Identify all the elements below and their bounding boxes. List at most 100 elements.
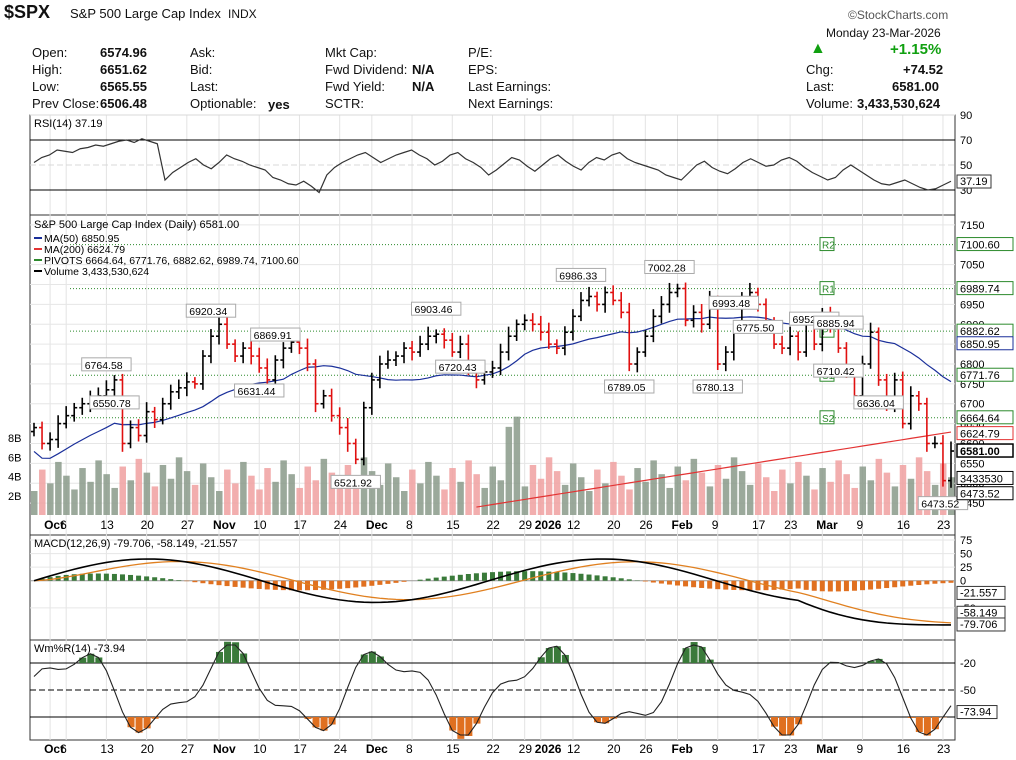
volume-bar: [489, 466, 496, 515]
volume-bar: [618, 475, 625, 515]
x-axis-label: 15: [446, 518, 460, 532]
price-box: [956, 443, 1014, 458]
price-box: [956, 486, 1014, 501]
volume-bar: [819, 468, 826, 515]
volume-bar: [722, 478, 730, 515]
volume-value: 3,433,530,624: [857, 96, 941, 111]
price-annotation: 6869.91: [254, 330, 292, 342]
x-axis-label-bottom: Oct: [44, 742, 64, 756]
x-axis-label: 23: [784, 518, 798, 532]
price-box: [956, 336, 1014, 351]
price-annotation: 6521.92: [334, 477, 372, 489]
volume-bar: [553, 471, 561, 515]
macd-histogram-bar: [345, 580, 351, 589]
volume-bar: [594, 469, 601, 515]
chart-header: $SPX S&P 500 Large Cap Index INDX ©Stock…: [0, 0, 1016, 115]
rsi-tick-label: 90: [960, 110, 972, 122]
price-annotation-box: [555, 267, 607, 282]
wmr-tick-label: -20: [960, 658, 976, 670]
wmr-oversold-fill: [787, 717, 795, 736]
x-axis-label-bottom: 22: [487, 742, 501, 756]
macd-histogram-bar: [377, 580, 383, 585]
price-box: [956, 410, 1014, 425]
fwd-dividend-value: N/A: [412, 62, 435, 77]
macd-histogram-bar: [264, 580, 270, 590]
price-annotation-box: [330, 474, 381, 489]
x-axis-label-bottom: 23: [937, 742, 951, 756]
volume-bar: [119, 466, 126, 515]
macd-histogram-bar: [884, 580, 890, 589]
wmr-overbought-fill: [698, 646, 706, 663]
macd-histogram-bar: [136, 575, 142, 581]
macd-histogram-bar: [449, 575, 455, 581]
wmr-oversold-fill: [923, 717, 931, 736]
volume-bar: [352, 478, 360, 515]
volume-bar: [875, 458, 883, 515]
macd-histogram-bar: [288, 580, 294, 591]
price-annotation: 6993.48: [712, 298, 750, 310]
wmr-overbought-fill: [553, 646, 561, 663]
volume-bar: [626, 489, 633, 515]
macd-histogram-bar: [224, 580, 230, 587]
quote-date: Monday 23-Mar-2026: [826, 26, 941, 40]
prev-close-label: Prev Close:: [32, 96, 100, 111]
volume-bar: [738, 471, 746, 515]
macd-histogram-bar: [522, 571, 528, 581]
macd-histogram-bar: [71, 574, 77, 581]
macd-histogram-bar: [144, 576, 150, 581]
wmr-overbought-fill: [232, 642, 240, 663]
macd-histogram-bar: [578, 573, 584, 581]
x-axis-label-bottom: 17: [752, 742, 766, 756]
optionable-label: Optionable:: [190, 96, 257, 111]
volume-bar: [867, 480, 875, 515]
price-box-label: 6664.64: [960, 413, 1000, 425]
price-box: [956, 237, 1014, 252]
volume-bar: [159, 464, 167, 515]
macd-label: MACD(12,26,9) -79.706, -58.149, -21.557: [34, 538, 238, 550]
next-earnings-label: Next Earnings:: [468, 96, 554, 111]
macd-histogram-bar: [433, 577, 439, 581]
macd-tick-label: 75: [960, 535, 972, 547]
macd-histogram-bar: [498, 571, 504, 581]
volume-bar: [232, 483, 239, 515]
volume-bar: [658, 474, 665, 515]
price-box: [956, 426, 1014, 441]
price-annotation: 6789.05: [608, 382, 646, 394]
volume-bar: [264, 468, 271, 515]
price-tick-label: 6750: [960, 379, 984, 391]
wmr-oversold-fill: [907, 717, 915, 718]
volume-bar: [714, 464, 722, 515]
macd-histogram-bar: [691, 580, 697, 588]
volume-bar: [497, 480, 505, 515]
volume-bar: [304, 466, 311, 515]
pivot-tag-box: [819, 410, 835, 425]
volume-bar: [948, 477, 955, 515]
volume-bar: [545, 457, 553, 515]
rsi-line: [33, 138, 952, 194]
macd-histogram-bar: [642, 580, 648, 582]
ask-label: Ask:: [190, 45, 216, 60]
macd-histogram-bar: [739, 580, 745, 591]
macd-histogram-bar: [650, 580, 656, 583]
x-axis-label-bottom: 27: [181, 742, 195, 756]
price-annotation-box: [917, 496, 969, 511]
volume-bar: [280, 460, 287, 515]
pivot-tag: P: [822, 327, 829, 338]
macd-histogram-bar: [385, 580, 391, 584]
wmr-label: Wm%R(14) -73.94: [34, 643, 125, 655]
x-axis-label: 20: [141, 518, 155, 532]
macd-tick-label: 0: [960, 576, 966, 588]
wmr-overbought-fill: [690, 642, 698, 663]
volume-bar: [859, 466, 867, 515]
macd-histogram-bar: [747, 580, 753, 591]
volume-tick-label: 8B: [8, 433, 21, 445]
macd-histogram-bar: [570, 573, 576, 581]
wmr-overbought-fill: [682, 648, 690, 663]
price-box-label: 6850.95: [960, 339, 1000, 351]
volume-bar: [207, 477, 215, 515]
price-annotation-box: [813, 315, 864, 330]
volume-bar: [521, 486, 529, 515]
volume-bar: [392, 477, 400, 515]
macd-histogram-bar: [562, 572, 568, 581]
macd-histogram-bar: [819, 580, 825, 592]
